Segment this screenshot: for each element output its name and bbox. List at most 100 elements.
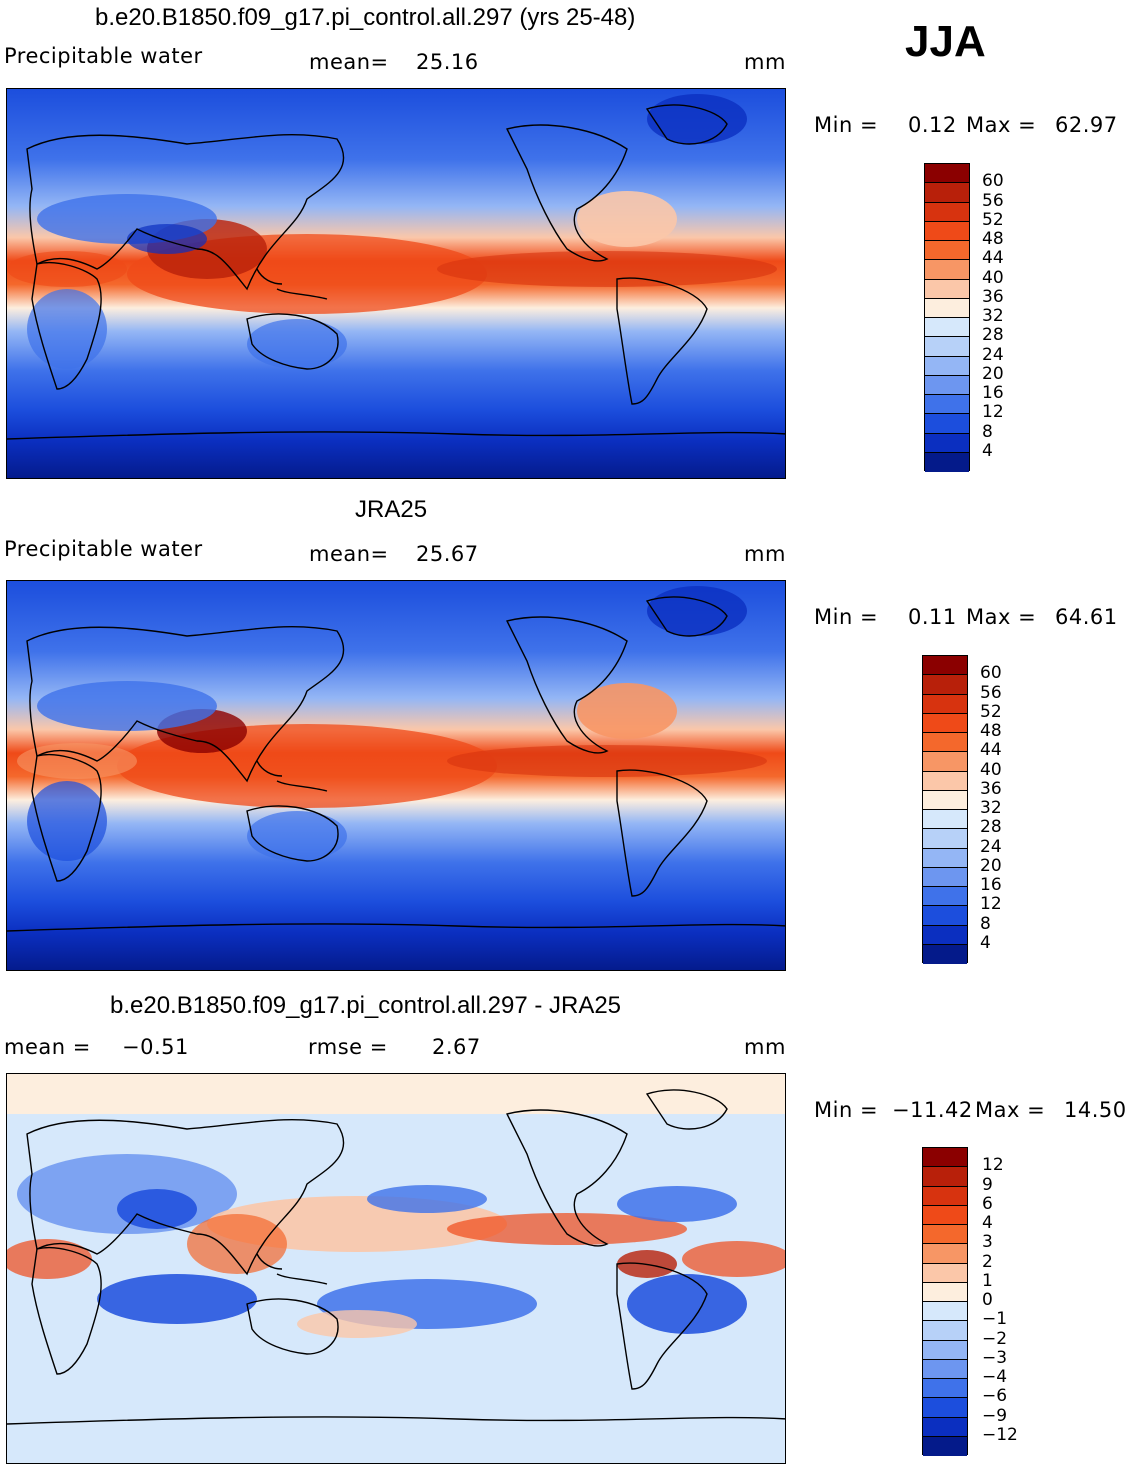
precipitable-water-map	[6, 580, 786, 971]
max-label: Max =	[966, 605, 1037, 629]
colorbar-tick-label: −6	[982, 1386, 1008, 1407]
panel-title: b.e20.B1850.f09_g17.pi_control.all.297 (…	[95, 4, 636, 31]
colorbar-tick-label: 28	[980, 817, 1002, 838]
colorbar-swatch	[925, 221, 969, 241]
colorbar-swatch	[923, 1263, 967, 1283]
colorbar-tick-label: 12	[982, 1155, 1004, 1176]
min-value: 0.12	[908, 113, 957, 137]
colorbar-tick-label: 52	[980, 701, 1002, 722]
colorbar-tick-label: 20	[982, 363, 1004, 384]
difference-map	[6, 1073, 786, 1464]
max-value: 14.50	[1064, 1098, 1127, 1122]
min-label: Min =	[814, 1098, 879, 1122]
colorbar-swatch	[923, 1321, 967, 1341]
colorbar-swatch	[923, 1417, 967, 1437]
mean-label: mean=	[309, 50, 389, 74]
mean-label: mean=	[309, 542, 389, 566]
colorbar-swatch	[923, 1302, 967, 1322]
colorbar-tick-label: 52	[982, 209, 1004, 230]
colorbar-tick-label: −12	[982, 1424, 1018, 1445]
colorbar-tick-label: 1	[982, 1270, 993, 1291]
colorbar-tick-label: 44	[982, 248, 1004, 269]
colorbar-tick-label: 32	[982, 306, 1004, 326]
panel-title: b.e20.B1850.f09_g17.pi_control.all.297 -…	[110, 992, 622, 1019]
colorbar-tick-label: 0	[982, 1290, 993, 1310]
colorbar-tick-label: 60	[980, 663, 1002, 684]
colorbar-tick-label: −2	[982, 1328, 1008, 1349]
colorbar-tick-label: 48	[982, 229, 1004, 249]
max-label: Max =	[975, 1098, 1046, 1122]
colorbar-swatch	[925, 433, 969, 453]
colorbar-swatch	[923, 733, 967, 753]
season-label: JJA	[905, 17, 986, 66]
colorbar-swatch	[923, 1244, 967, 1264]
max-value: 62.97	[1055, 113, 1118, 137]
colorbar-tick-label: 16	[980, 875, 1002, 895]
colorbar-tick-label: 56	[980, 682, 1002, 703]
colorbar-tick-label: 4	[982, 1213, 993, 1233]
rmse-value: 2.67	[432, 1035, 481, 1059]
min-label: Min =	[814, 605, 879, 629]
colorbar-swatch	[925, 452, 969, 472]
colorbar-swatch	[925, 375, 969, 395]
colorbar-tick-label: 6	[982, 1193, 993, 1214]
colorbar-swatch	[923, 887, 967, 907]
min-value: −11.42	[892, 1098, 973, 1122]
colorbar-swatch	[923, 1398, 967, 1418]
colorbar-swatch	[925, 260, 969, 280]
colorbar-swatch	[925, 279, 969, 299]
colorbar-swatch	[923, 848, 967, 868]
colorbar-swatch	[923, 1359, 967, 1379]
colorbar-swatch	[923, 944, 967, 964]
colorbar-swatch	[923, 656, 967, 676]
colorbar-swatch	[923, 771, 967, 791]
colorbar-tick-label: 20	[980, 855, 1002, 876]
colorbar-swatch	[923, 1167, 967, 1187]
colorbar-tick-label: 28	[982, 325, 1004, 346]
colorbar	[922, 1147, 968, 1456]
colorbar-tick-label: 12	[980, 894, 1002, 915]
colorbar-swatch	[923, 713, 967, 733]
colorbar-tick-label: 8	[982, 421, 993, 442]
colorbar-swatch	[923, 810, 967, 830]
colorbar-swatch	[923, 694, 967, 714]
colorbar-swatch	[923, 1225, 967, 1245]
colorbar-swatch	[923, 906, 967, 926]
max-label: Max =	[966, 113, 1037, 137]
mean-value: 25.16	[416, 50, 479, 74]
units-label: mm	[744, 1035, 786, 1059]
colorbar-tick-label: 32	[980, 798, 1002, 818]
mean-value: 25.67	[416, 542, 479, 566]
colorbar-tick-label: 40	[980, 759, 1002, 780]
colorbar-swatch	[923, 1148, 967, 1168]
colorbar	[922, 655, 968, 964]
colorbar-tick-label: 24	[980, 836, 1002, 857]
colorbar-swatch	[925, 202, 969, 222]
colorbar-swatch	[923, 867, 967, 887]
variable-label: Precipitable water	[4, 44, 203, 68]
colorbar-swatch	[925, 395, 969, 415]
colorbar-swatch	[925, 337, 969, 357]
rmse-label: rmse =	[308, 1035, 388, 1059]
colorbar-tick-label: 44	[980, 740, 1002, 761]
colorbar-swatch	[923, 790, 967, 810]
colorbar-tick-label: 24	[982, 344, 1004, 365]
colorbar-tick-label: 4	[982, 440, 993, 461]
colorbar-tick-label: 36	[980, 778, 1002, 799]
colorbar-swatch	[923, 1282, 967, 1302]
colorbar-swatch	[923, 1379, 967, 1399]
colorbar-tick-label: 4	[980, 932, 991, 953]
colorbar-tick-label: 48	[980, 721, 1002, 741]
colorbar-tick-label: 36	[982, 286, 1004, 307]
colorbar-tick-label: 2	[982, 1251, 993, 1272]
mean-label: mean =	[4, 1035, 91, 1059]
colorbar-tick-label: 9	[982, 1174, 993, 1195]
units-label: mm	[744, 542, 786, 566]
units-label: mm	[744, 50, 786, 74]
colorbar-swatch	[923, 1205, 967, 1225]
colorbar-tick-label: 12	[982, 402, 1004, 423]
colorbar-tick-label: 56	[982, 190, 1004, 211]
colorbar-swatch	[925, 298, 969, 318]
colorbar-swatch	[923, 829, 967, 849]
colorbar-swatch	[925, 241, 969, 261]
